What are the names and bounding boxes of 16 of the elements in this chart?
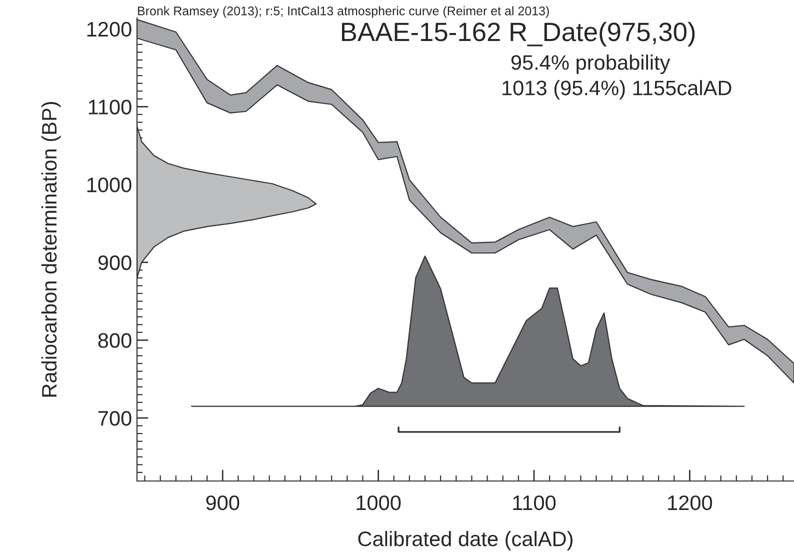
x-axis-title: Calibrated date (calAD) [358, 530, 572, 550]
x-tick-label: 1200 [668, 495, 712, 510]
y-tick-label: 800 [98, 333, 132, 348]
x-tick-label: 1100 [513, 495, 556, 510]
annotation: 95.4% probability [511, 54, 670, 74]
y-tick-label: 900 [98, 255, 132, 270]
chart-subtitle: Bronk Ramsey (2013); r:5; IntCal13 atmospheric curve (Reimer et al 2013) [138, 6, 549, 18]
x-tick-label: 1000 [356, 495, 401, 510]
y-tick-label: 1200 [87, 22, 132, 37]
x-tick-label: 900 [206, 495, 240, 510]
y-axis-title: Radiocarbon determination (BP) [41, 102, 61, 397]
annotation: 1013 (95.4%) 1155calAD [502, 80, 732, 100]
y-tick-label: 700 [98, 410, 132, 426]
chart-title: BAAE-15-162 R_Date(975,30) [342, 22, 695, 46]
y-tick-label: 1000 [87, 178, 132, 192]
y-tick-label: 1100 [88, 100, 132, 114]
